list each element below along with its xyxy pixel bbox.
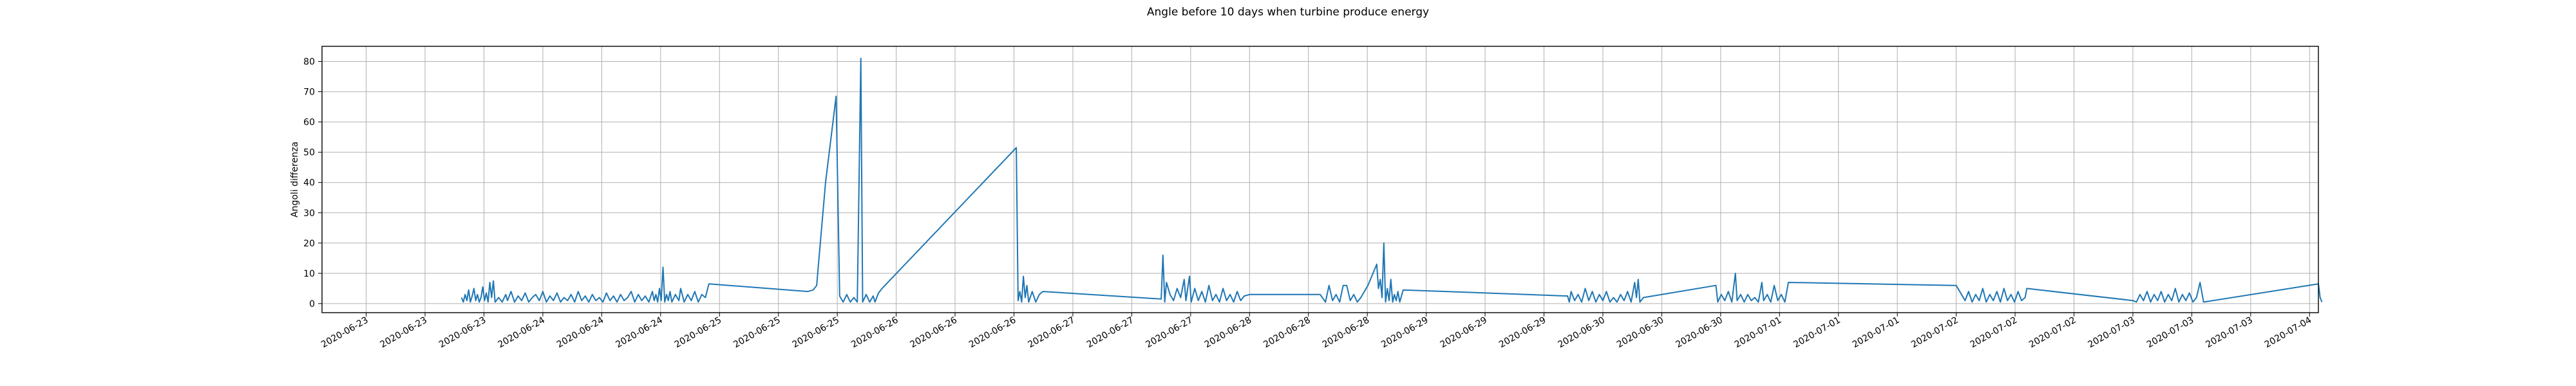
y-axis: 0 10 20 30 40 50 60 70 80 (303, 57, 322, 309)
y-tick-label: 0 (309, 299, 315, 309)
y-tick-label: 80 (303, 57, 315, 68)
y-tick-label: 50 (303, 148, 315, 158)
series-line (460, 57, 2323, 303)
y-tick-label: 40 (303, 178, 315, 188)
y-tick-label: 10 (303, 269, 315, 279)
plot-frame (321, 46, 2319, 313)
y-tick-label: 20 (303, 239, 315, 249)
y-tick-label: 60 (303, 118, 315, 128)
y-tick-label: 30 (303, 208, 315, 219)
chart-title: Angle before 10 days when turbine produc… (1147, 6, 1429, 19)
grid-lines (322, 46, 2318, 313)
series-layer (460, 57, 2323, 303)
y-tick-label: 70 (303, 87, 315, 98)
y-axis-label: Angoli differenza (290, 142, 300, 217)
